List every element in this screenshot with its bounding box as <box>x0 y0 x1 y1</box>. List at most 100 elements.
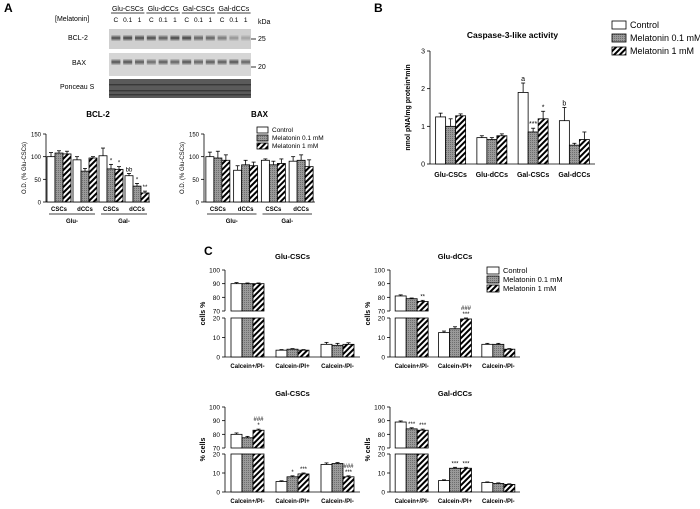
bar <box>460 318 472 358</box>
bar-lower <box>252 453 265 493</box>
chart-gal-cscs: 70 80 90 100 0 10 20 Gal-CSCs % cells Calcein+/PI… <box>200 389 360 505</box>
marker-20: 20 <box>258 64 266 71</box>
blot-lane-label: 0.1 <box>123 17 132 24</box>
bar <box>445 125 457 165</box>
chart-glu-dccs: 70 80 90 100 0 10 20 Glu-dCCs cells % Calcein+/PI… <box>365 252 520 370</box>
bar-upper <box>230 283 243 312</box>
y-tick-label: 70 <box>213 309 221 316</box>
blot-row-label-bcl2: BCL-2 <box>68 35 88 42</box>
legend-label: Melatonin 1 mM <box>272 143 318 150</box>
bax-band <box>146 59 156 65</box>
bar <box>342 476 355 493</box>
x-tick-label: Calcein+/PI- <box>230 364 264 370</box>
y-tick-label: 80 <box>213 432 221 439</box>
melatonin-label: [Melatonin] <box>55 16 89 23</box>
bcl2-band <box>170 35 180 41</box>
y-tick-label: 10 <box>213 471 221 478</box>
x-tick-label: Gal-CSCs <box>517 172 549 179</box>
x-tick-label: Calcein-/PI- <box>482 364 515 370</box>
x-tick-label: dCCs <box>293 207 309 213</box>
chart-title: Caspase-3-like activity <box>467 30 558 40</box>
significance-label: * <box>136 177 139 183</box>
bar <box>476 137 488 165</box>
bar <box>320 343 333 358</box>
y-tick-label: 2 <box>421 86 425 93</box>
bar <box>537 118 549 165</box>
significance-label: * <box>257 423 260 429</box>
y-tick-label: 70 <box>213 446 221 453</box>
bar <box>331 463 344 493</box>
significance-label: ### <box>253 417 264 423</box>
y-tick-label: 100 <box>209 268 220 275</box>
y-tick-label: 100 <box>209 405 220 412</box>
blot-lane-label: C <box>149 17 154 24</box>
significance-label: b <box>562 101 566 108</box>
y-tick-label: 70 <box>378 309 386 316</box>
bar <box>492 343 505 358</box>
bax-band <box>205 59 215 65</box>
x-tick-label: Glu-CSCs <box>434 172 467 179</box>
bar <box>492 483 505 493</box>
blot-row-label-ponceau: Ponceau S <box>60 84 95 91</box>
chart-title: Glu-CSCs <box>275 252 310 261</box>
y-tick-label: 1 <box>421 124 425 131</box>
significance-label: * <box>118 161 121 167</box>
x-tick-label: dCCs <box>129 207 145 213</box>
y-axis-label: nmol pNA/mg protein*min <box>405 64 412 150</box>
bar <box>241 164 251 203</box>
bar <box>205 156 215 203</box>
y-tick-label: 20 <box>213 316 221 323</box>
x-tick-label: CSCs <box>210 207 227 213</box>
significance-label: *** <box>462 312 470 318</box>
bar <box>221 159 231 203</box>
x-tick-label: CSCs <box>51 207 68 213</box>
chart-glu-cscs: 70 80 90 100 0 10 20 Glu-CSCs cells % Calcein+/PI… <box>200 252 360 370</box>
significance-label: ** <box>420 294 425 300</box>
y-tick-label: 20 <box>378 316 386 323</box>
chart-title: BAX <box>251 110 269 119</box>
bar <box>331 344 344 358</box>
bax-band <box>229 59 239 65</box>
bar <box>98 155 108 203</box>
bax-membrane <box>109 53 251 76</box>
bcl2-band <box>135 35 144 41</box>
bar-upper <box>241 437 254 449</box>
bar <box>568 144 580 165</box>
legend-label: Control <box>630 20 659 30</box>
ponceau-stripe <box>109 84 251 86</box>
chart-title: Gal-dCCs <box>438 389 472 398</box>
bar <box>288 160 298 203</box>
bar-upper <box>416 301 429 312</box>
blot-lane-label: 1 <box>138 17 142 24</box>
bar <box>260 159 270 203</box>
bar <box>106 168 116 203</box>
y-axis-label: % cells <box>200 438 207 462</box>
y-tick-label: 100 <box>189 155 200 161</box>
bcl2-band <box>217 35 227 41</box>
y-tick-label: 80 <box>213 295 221 302</box>
y-tick-label: 0 <box>421 162 425 169</box>
blot-group-label: Gal-dCCs <box>219 6 250 13</box>
marker-25: 25 <box>258 36 266 43</box>
bar <box>503 483 516 493</box>
y-tick-label: 150 <box>31 133 42 139</box>
y-tick-label: 10 <box>213 335 221 342</box>
y-tick-label: 0 <box>216 355 220 362</box>
group-label: Gal- <box>281 219 293 225</box>
significance-label: *** <box>529 121 537 128</box>
bar <box>276 163 286 203</box>
significance-label: *** <box>345 470 353 476</box>
y-tick-label: 100 <box>374 405 385 412</box>
legend-swatch <box>486 284 500 293</box>
legend-label: Melatonin 0.1 mM <box>272 135 324 142</box>
group-label: Glu- <box>66 219 78 225</box>
bar-lower <box>252 317 265 358</box>
legend-label: Melatonin 1 mM <box>630 46 694 56</box>
bar <box>132 185 142 203</box>
legend-swatch <box>256 142 269 150</box>
y-tick-label: 90 <box>213 281 221 288</box>
y-tick-label: 20 <box>378 452 386 459</box>
bcl2-band <box>146 35 156 41</box>
bar <box>286 348 299 358</box>
